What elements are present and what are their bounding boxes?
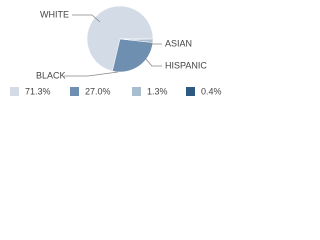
- leader-line: [72, 14, 101, 23]
- legend-label: 0.4%: [201, 86, 222, 96]
- pie-slice: [119, 38, 154, 41]
- slice-label: ASIAN: [165, 38, 192, 48]
- legend-swatch: [10, 87, 19, 96]
- slice-label: HISPANIC: [165, 60, 207, 70]
- legend-label: 1.3%: [147, 86, 168, 96]
- slice-label: WHITE: [40, 9, 69, 19]
- slice-label: BLACK: [36, 70, 66, 80]
- chart: WHITE HISPANIC ASIAN BLACK 71.3% 27.0% 1.3…: [10, 5, 222, 96]
- pie-slice: [86, 5, 154, 72]
- legend-swatch: [70, 87, 79, 96]
- leader-line: [64, 71, 119, 77]
- leader-line: [144, 57, 162, 67]
- legend-label: 71.3%: [25, 86, 51, 96]
- legend-label: 27.0%: [85, 86, 111, 96]
- pie-slice: [112, 38, 154, 73]
- legend-swatch: [132, 87, 141, 96]
- legend-swatch: [186, 87, 195, 96]
